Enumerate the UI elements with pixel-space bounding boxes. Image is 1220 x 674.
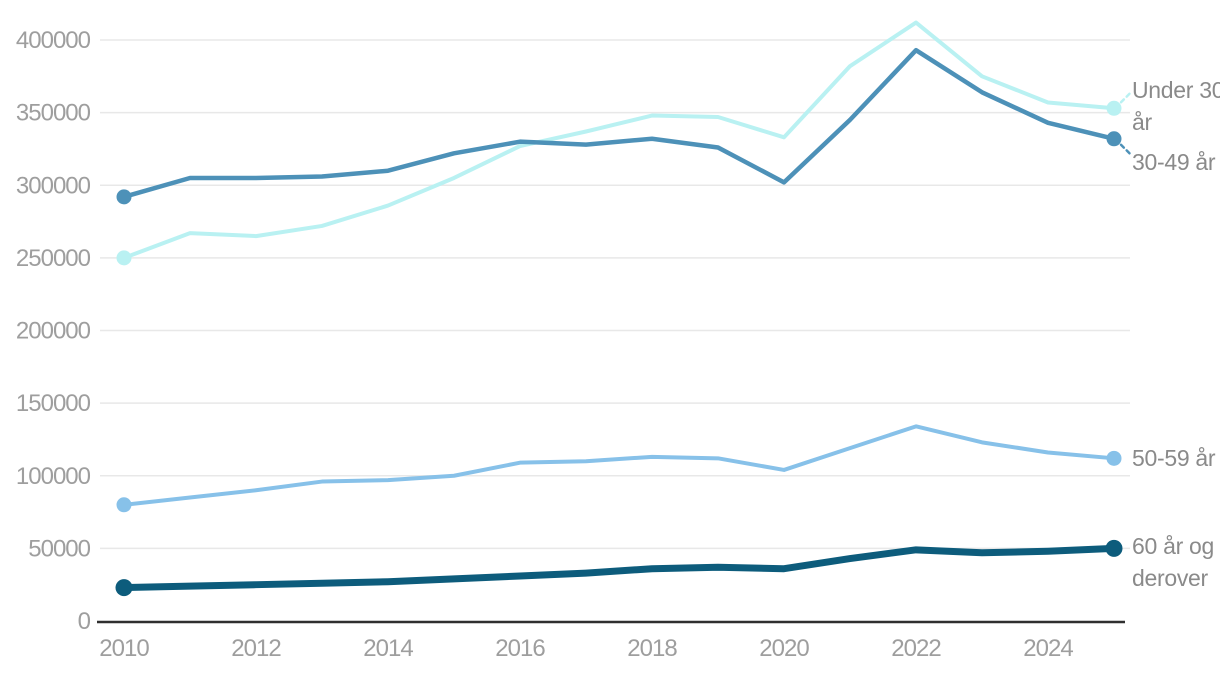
- x-tick-label-2014: 2014: [363, 635, 413, 662]
- x-tick-label-2020: 2020: [759, 635, 809, 662]
- y-tick-label-200000: 200000: [16, 318, 91, 345]
- x-tick-label-2016: 2016: [495, 635, 545, 662]
- series-label-60-ar-og-derover: 60 år og derover: [1132, 533, 1214, 591]
- x-tick-label-2012: 2012: [231, 635, 281, 662]
- series-line-30-49-r: [121, 47, 1117, 200]
- x-tick-label-2022: 2022: [891, 635, 941, 662]
- x-tick-label-2010: 2010: [99, 635, 149, 662]
- y-tick-label-300000: 300000: [16, 172, 91, 199]
- x-tick-label-2018: 2018: [627, 635, 677, 662]
- series-label-50-59-ar: 50-59 år: [1132, 445, 1216, 471]
- y-tick-label-100000: 100000: [16, 463, 91, 490]
- series-line-50-59-r: [122, 424, 1116, 507]
- y-tick-label-250000: 250000: [16, 245, 91, 272]
- series-line-under-30-r: [122, 20, 1116, 260]
- series-label-30-49-ar: 30-49 år: [1132, 149, 1216, 175]
- series-start-dot-50-59-r: [116, 497, 132, 513]
- series-end-dot-30-49-r: [1106, 131, 1122, 147]
- y-tick-label-350000: 350000: [16, 100, 91, 127]
- series-start-dot-30-49-r: [116, 189, 132, 205]
- y-tick-label-150000: 150000: [16, 390, 91, 417]
- series-start-dot-60-r-og-derover: [115, 579, 133, 597]
- x-tick-label-2024: 2024: [1023, 635, 1073, 662]
- series-end-dot-50-59-r: [1106, 450, 1122, 466]
- y-tick-label-400000: 400000: [16, 27, 91, 54]
- series-label-under-30-ar: Under 30 år: [1132, 77, 1220, 135]
- y-tick-label-50000: 50000: [28, 535, 90, 562]
- series-end-dot-60-r-og-derover: [1105, 539, 1123, 557]
- series-end-dot-under-30-r: [1106, 100, 1122, 116]
- y-tick-label-0: 0: [78, 608, 91, 635]
- series-start-dot-under-30-r: [116, 250, 132, 266]
- series-leader-30-49-r: [1119, 143, 1134, 158]
- series-line-60-r-og-derover: [120, 544, 1118, 592]
- series-leader-under-30-r: [1119, 90, 1134, 104]
